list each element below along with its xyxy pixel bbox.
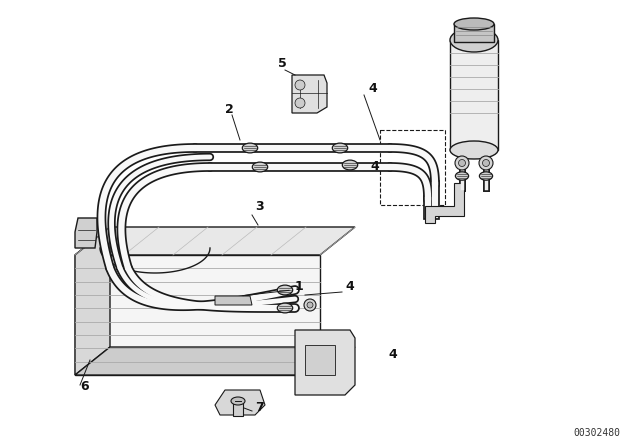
- Circle shape: [295, 80, 305, 90]
- Polygon shape: [425, 183, 464, 223]
- Text: 4: 4: [388, 348, 397, 361]
- Circle shape: [455, 156, 469, 170]
- Text: 5: 5: [278, 57, 287, 70]
- Ellipse shape: [332, 143, 348, 153]
- Polygon shape: [295, 330, 355, 395]
- Text: 7: 7: [255, 401, 264, 414]
- Ellipse shape: [450, 28, 498, 52]
- Circle shape: [479, 156, 493, 170]
- Text: 3: 3: [255, 200, 264, 213]
- Ellipse shape: [277, 303, 292, 313]
- Polygon shape: [75, 347, 355, 375]
- Polygon shape: [75, 227, 110, 375]
- Bar: [380, 130, 445, 205]
- Ellipse shape: [243, 143, 258, 153]
- Ellipse shape: [479, 172, 493, 180]
- Bar: [454, 24, 494, 42]
- Polygon shape: [75, 227, 355, 255]
- Ellipse shape: [450, 141, 498, 159]
- Circle shape: [458, 159, 465, 167]
- Ellipse shape: [454, 18, 494, 30]
- Bar: [305, 345, 335, 375]
- Polygon shape: [75, 255, 320, 375]
- Bar: [233, 401, 243, 416]
- Ellipse shape: [342, 160, 358, 170]
- Ellipse shape: [456, 172, 468, 180]
- Text: 4: 4: [345, 280, 354, 293]
- Ellipse shape: [231, 397, 245, 405]
- Circle shape: [483, 159, 490, 167]
- Ellipse shape: [252, 162, 268, 172]
- Text: 4: 4: [368, 82, 377, 95]
- Circle shape: [307, 302, 313, 308]
- Circle shape: [304, 299, 316, 311]
- Text: 2: 2: [225, 103, 234, 116]
- Polygon shape: [215, 296, 252, 305]
- Circle shape: [295, 98, 305, 108]
- Text: 6: 6: [80, 380, 88, 393]
- Polygon shape: [292, 75, 327, 113]
- Text: 1: 1: [295, 280, 304, 293]
- Bar: [450, 40, 498, 150]
- Polygon shape: [75, 218, 97, 248]
- Polygon shape: [215, 390, 265, 415]
- Text: 00302480: 00302480: [573, 428, 620, 438]
- Ellipse shape: [277, 285, 292, 295]
- Text: 4: 4: [370, 160, 379, 173]
